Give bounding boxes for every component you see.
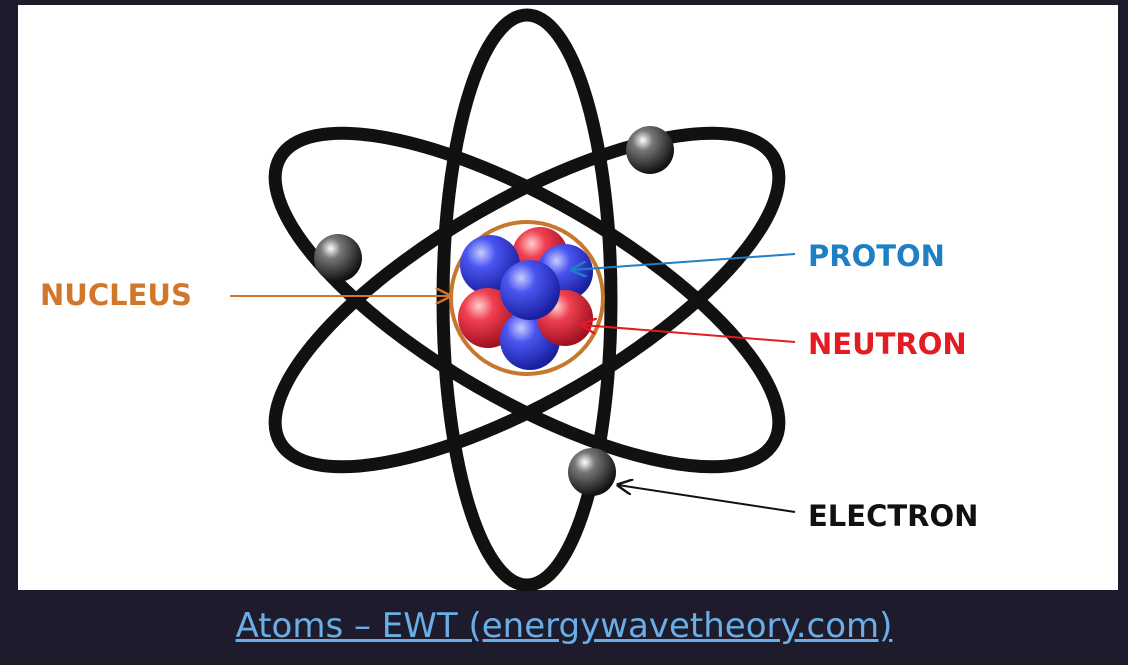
label: ELECTRON (808, 499, 978, 533)
label: PROTON (808, 239, 945, 273)
proton-sphere (500, 260, 560, 320)
label: NEUTRON (808, 327, 967, 361)
slide: {"labels": {"nucleus": "NUCLEUS", "proto… (0, 0, 1128, 665)
electron-sphere (314, 234, 362, 282)
electron-sphere (568, 448, 616, 496)
caption: Atoms – EWT (energywavetheory.com) (0, 606, 1128, 646)
source-link[interactable]: Atoms – EWT (energywavetheory.com) (236, 606, 893, 646)
arrow (618, 485, 795, 512)
electron-sphere (626, 126, 674, 174)
atom-diagram: NUCLEUS PROTON NEUTRON ELECTRON (0, 0, 1128, 600)
label: NUCLEUS (40, 278, 192, 312)
